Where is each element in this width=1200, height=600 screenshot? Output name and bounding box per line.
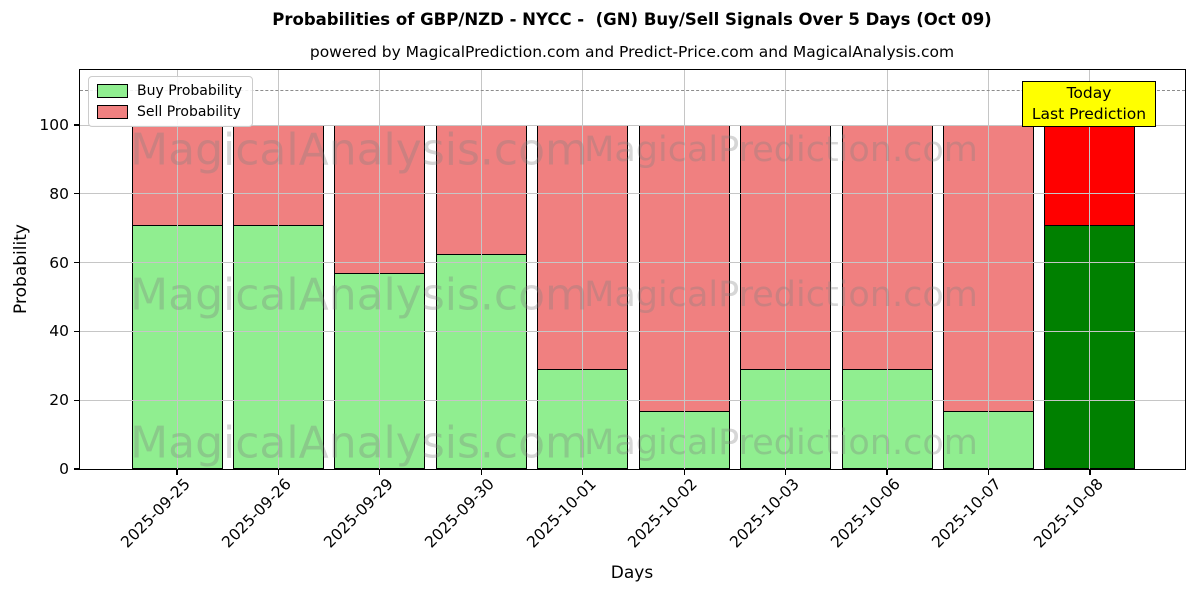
legend-item-buy: Buy Probability	[97, 83, 242, 99]
watermark-text: MagicalAnalysis.com	[130, 417, 588, 469]
x-tick-label: 2025-10-02	[624, 475, 701, 552]
x-tick-mark	[480, 470, 482, 475]
chart-title: Probabilities of GBP/NZD - NYCC - (GN) B…	[272, 10, 992, 29]
y-tick-label: 80	[49, 184, 69, 203]
x-tick-mark	[785, 470, 787, 475]
x-tick-mark	[176, 470, 178, 475]
legend: Buy Probability Sell Probability	[88, 76, 254, 127]
x-tick-label: 2025-09-30	[421, 475, 499, 552]
y-tick-label: 100	[39, 116, 69, 135]
x-tick-mark	[1089, 470, 1091, 475]
h-gridline	[80, 124, 1185, 126]
v-gridline	[1089, 70, 1091, 469]
legend-item-sell: Sell Probability	[97, 104, 242, 120]
dashed-threshold-line	[80, 89, 1185, 91]
spine-bottom	[80, 468, 1185, 470]
annotation-line-2: Last Prediction	[1031, 105, 1147, 123]
v-gridline	[988, 70, 990, 469]
watermark-text: MagicalAnalysis.com	[130, 124, 588, 176]
y-tick-label: 60	[49, 253, 69, 272]
y-tick-mark	[74, 262, 79, 264]
y-tick-mark	[74, 124, 79, 126]
x-tick-mark	[277, 470, 280, 475]
v-gridline	[582, 70, 584, 469]
v-gridline	[176, 70, 178, 469]
y-tick-mark	[74, 330, 79, 332]
h-gridline	[80, 262, 1185, 264]
plot-area: MagicalAnalysis.com MagicalPrediction.com…	[39, 69, 1186, 551]
y-tick-label: 0	[59, 460, 69, 478]
x-tick-label: 2025-10-03	[725, 475, 803, 552]
v-gridline	[480, 70, 482, 469]
legend-swatch-buy	[97, 84, 128, 98]
watermark-text: MagicalPrediction.com	[584, 275, 978, 315]
h-gridline	[80, 399, 1185, 401]
y-tick-mark	[74, 193, 79, 195]
x-tick-mark	[379, 470, 381, 475]
x-tick-mark	[886, 470, 888, 475]
x-tick-mark	[683, 470, 685, 475]
spine-right	[1184, 69, 1186, 470]
y-axis-label: Probability	[11, 224, 31, 314]
legend-label-buy: Buy Probability	[137, 83, 243, 99]
y-tick-label: 20	[49, 391, 69, 410]
v-gridline	[785, 70, 787, 469]
x-tick-label: 2025-09-25	[117, 475, 194, 552]
y-tick-mark	[74, 399, 79, 401]
y-tick-mark	[74, 468, 79, 470]
x-tick-label: 2025-10-08	[1030, 475, 1107, 552]
v-gridline	[379, 70, 381, 469]
h-gridline	[80, 193, 1185, 195]
x-tick-mark	[582, 470, 584, 475]
v-gridline	[277, 70, 279, 469]
x-tick-mark	[987, 470, 990, 475]
spine-left	[79, 69, 81, 470]
y-tick-label: 40	[49, 322, 69, 341]
chart-subtitle: powered by MagicalPrediction.com and Pre…	[309, 43, 955, 61]
h-gridline	[80, 330, 1185, 332]
watermark-text: MagicalPrediction.com	[584, 130, 978, 170]
x-axis-label: Days	[610, 563, 654, 583]
v-gridline	[683, 70, 685, 469]
spine-top	[80, 69, 1185, 71]
legend-swatch-sell	[97, 105, 128, 119]
today-annotation: Today Last Prediction	[1022, 81, 1156, 127]
x-tick-label: 2025-10-06	[827, 475, 904, 552]
x-tick-label: 2025-09-26	[218, 475, 296, 552]
v-gridline	[886, 70, 888, 469]
x-tick-label: 2025-10-01	[523, 475, 600, 552]
x-tick-label: 2025-09-29	[320, 475, 397, 552]
legend-label-sell: Sell Probability	[137, 104, 241, 120]
watermark-text: MagicalPrediction.com	[584, 423, 978, 463]
x-tick-label: 2025-10-07	[928, 475, 1006, 552]
annotation-line-1: Today	[1066, 84, 1112, 102]
watermark-text: MagicalAnalysis.com	[130, 269, 588, 321]
